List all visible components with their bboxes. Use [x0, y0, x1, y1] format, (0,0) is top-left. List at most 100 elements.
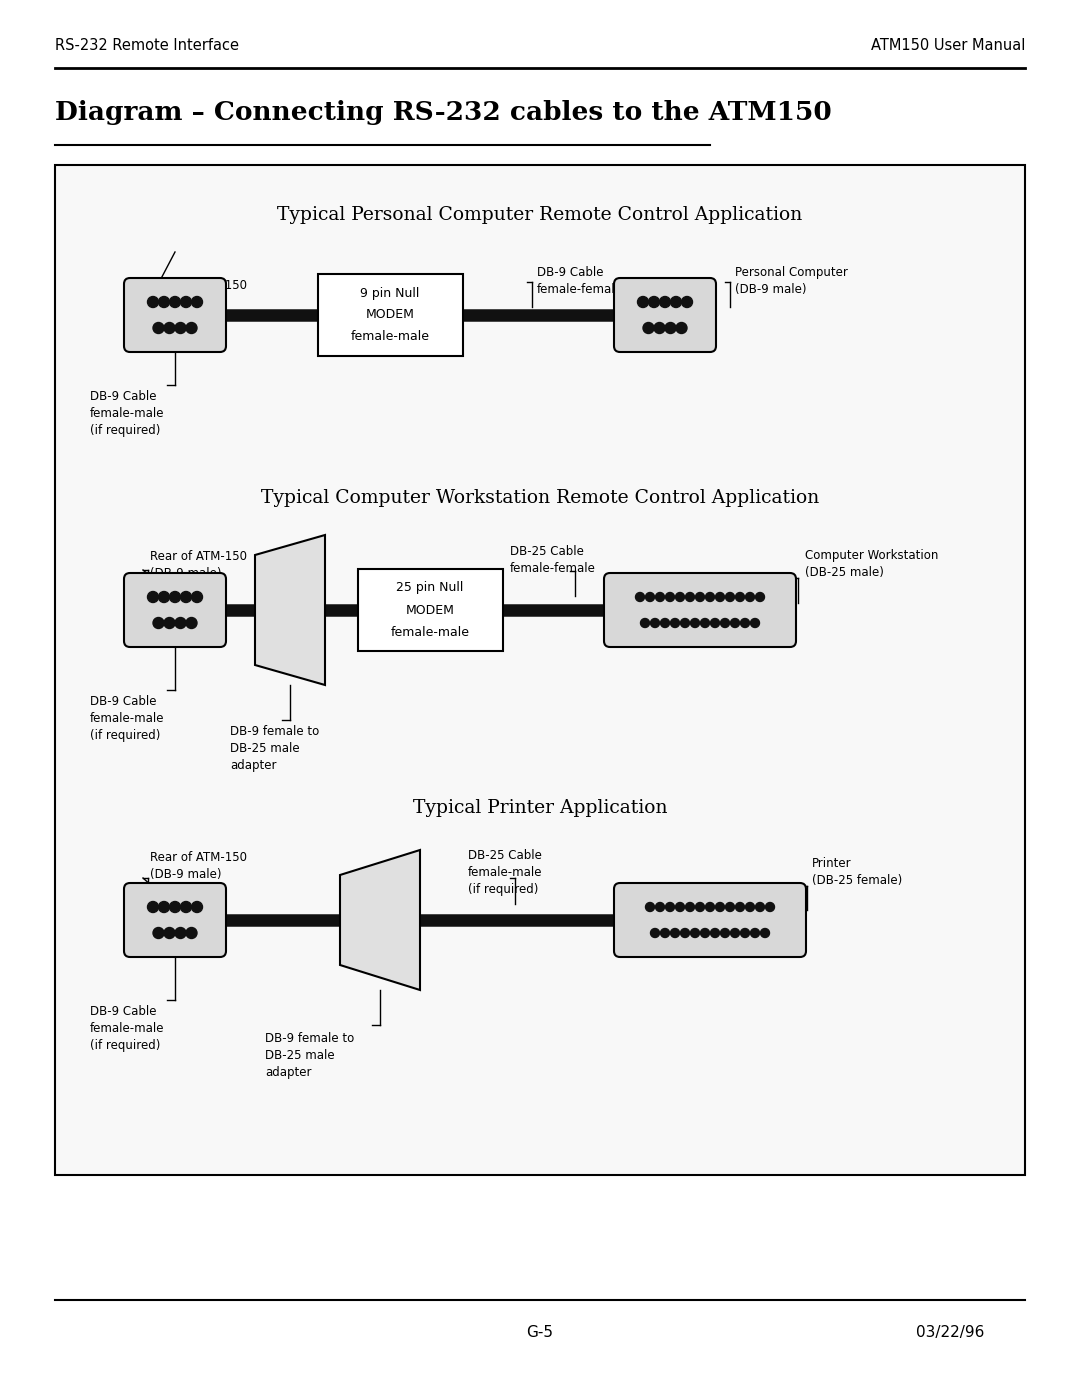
Circle shape: [191, 901, 203, 912]
Circle shape: [170, 901, 180, 912]
Circle shape: [665, 592, 675, 602]
Circle shape: [656, 592, 664, 602]
Text: 25 pin Null: 25 pin Null: [396, 581, 463, 595]
Text: DB-25 Cable: DB-25 Cable: [468, 849, 542, 862]
Text: DB-9 Cable: DB-9 Cable: [90, 694, 157, 708]
Circle shape: [686, 902, 694, 911]
Circle shape: [650, 929, 660, 937]
Circle shape: [680, 929, 689, 937]
Circle shape: [153, 323, 164, 334]
Circle shape: [745, 592, 755, 602]
Circle shape: [730, 929, 740, 937]
Circle shape: [646, 592, 654, 602]
FancyBboxPatch shape: [615, 883, 806, 957]
Text: Rear of ATM-150: Rear of ATM-150: [150, 550, 247, 563]
Circle shape: [148, 591, 159, 602]
Circle shape: [640, 619, 649, 627]
FancyBboxPatch shape: [124, 573, 226, 647]
Text: Typical Printer Application: Typical Printer Application: [413, 799, 667, 817]
Circle shape: [690, 619, 700, 627]
Text: (DB-9 male): (DB-9 male): [150, 296, 221, 309]
Circle shape: [735, 902, 744, 911]
Text: 9 pin Null: 9 pin Null: [361, 286, 420, 299]
Circle shape: [766, 902, 774, 911]
Circle shape: [180, 591, 191, 602]
Circle shape: [164, 928, 175, 939]
Circle shape: [696, 592, 704, 602]
Circle shape: [153, 617, 164, 629]
Text: ATM150 User Manual: ATM150 User Manual: [870, 38, 1025, 53]
Circle shape: [665, 902, 675, 911]
Text: Diagram – Connecting RS-232 cables to the ATM150: Diagram – Connecting RS-232 cables to th…: [55, 101, 832, 124]
Text: (DB-25 male): (DB-25 male): [805, 566, 883, 578]
Text: DB-9 female to: DB-9 female to: [265, 1032, 354, 1045]
Circle shape: [191, 591, 203, 602]
Circle shape: [186, 323, 197, 334]
Circle shape: [186, 617, 197, 629]
Circle shape: [726, 592, 734, 602]
Text: female-male: female-male: [391, 626, 470, 638]
Circle shape: [760, 929, 769, 937]
Text: (if required): (if required): [468, 883, 538, 895]
Circle shape: [159, 591, 170, 602]
Text: DB-9 Cable: DB-9 Cable: [90, 1004, 157, 1018]
Circle shape: [711, 619, 719, 627]
Text: (DB-25 female): (DB-25 female): [812, 875, 902, 887]
Circle shape: [648, 296, 660, 307]
Text: female-male: female-male: [90, 407, 164, 420]
Text: Rear of ATM-150: Rear of ATM-150: [150, 279, 247, 292]
Circle shape: [726, 902, 734, 911]
Circle shape: [164, 617, 175, 629]
Circle shape: [175, 617, 186, 629]
Circle shape: [741, 929, 750, 937]
Text: MODEM: MODEM: [365, 309, 415, 321]
Circle shape: [186, 928, 197, 939]
Circle shape: [170, 591, 180, 602]
Circle shape: [637, 296, 648, 307]
Circle shape: [643, 323, 654, 334]
Circle shape: [751, 619, 759, 627]
Text: (DB-9 male): (DB-9 male): [150, 868, 221, 882]
Text: (DB-9 male): (DB-9 male): [150, 567, 221, 580]
Text: female-female: female-female: [537, 284, 623, 296]
Circle shape: [675, 902, 685, 911]
Circle shape: [180, 296, 191, 307]
Circle shape: [715, 592, 725, 602]
Circle shape: [681, 296, 692, 307]
Text: DB-25 male: DB-25 male: [265, 1049, 335, 1062]
Text: MODEM: MODEM: [406, 604, 455, 616]
FancyBboxPatch shape: [124, 278, 226, 352]
Circle shape: [741, 619, 750, 627]
Circle shape: [159, 901, 170, 912]
Circle shape: [175, 928, 186, 939]
Circle shape: [646, 902, 654, 911]
Text: Printer: Printer: [812, 856, 852, 870]
Circle shape: [164, 323, 175, 334]
Circle shape: [756, 902, 765, 911]
Text: adapter: adapter: [265, 1066, 311, 1078]
Circle shape: [180, 901, 191, 912]
Circle shape: [650, 619, 660, 627]
Circle shape: [148, 296, 159, 307]
Circle shape: [705, 902, 715, 911]
Text: G-5: G-5: [527, 1324, 554, 1340]
Circle shape: [680, 619, 689, 627]
Circle shape: [656, 902, 664, 911]
Circle shape: [654, 323, 665, 334]
Circle shape: [686, 592, 694, 602]
FancyBboxPatch shape: [124, 883, 226, 957]
Circle shape: [170, 296, 180, 307]
Circle shape: [148, 901, 159, 912]
FancyBboxPatch shape: [604, 573, 796, 647]
Circle shape: [661, 929, 670, 937]
Text: Typical Computer Workstation Remote Control Application: Typical Computer Workstation Remote Cont…: [261, 489, 819, 507]
Circle shape: [191, 296, 203, 307]
Circle shape: [690, 929, 700, 937]
Bar: [55, 165, 1025, 1175]
Text: female-male: female-male: [90, 1023, 164, 1035]
Text: DB-9 female to: DB-9 female to: [230, 725, 320, 738]
Text: female-male: female-male: [468, 866, 542, 879]
Circle shape: [705, 592, 715, 602]
Text: 03/22/96: 03/22/96: [916, 1324, 984, 1340]
Circle shape: [671, 929, 679, 937]
